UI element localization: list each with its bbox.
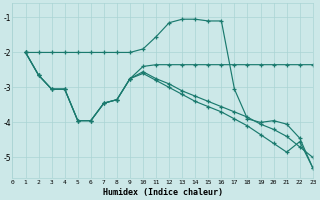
X-axis label: Humidex (Indice chaleur): Humidex (Indice chaleur) xyxy=(103,188,223,197)
